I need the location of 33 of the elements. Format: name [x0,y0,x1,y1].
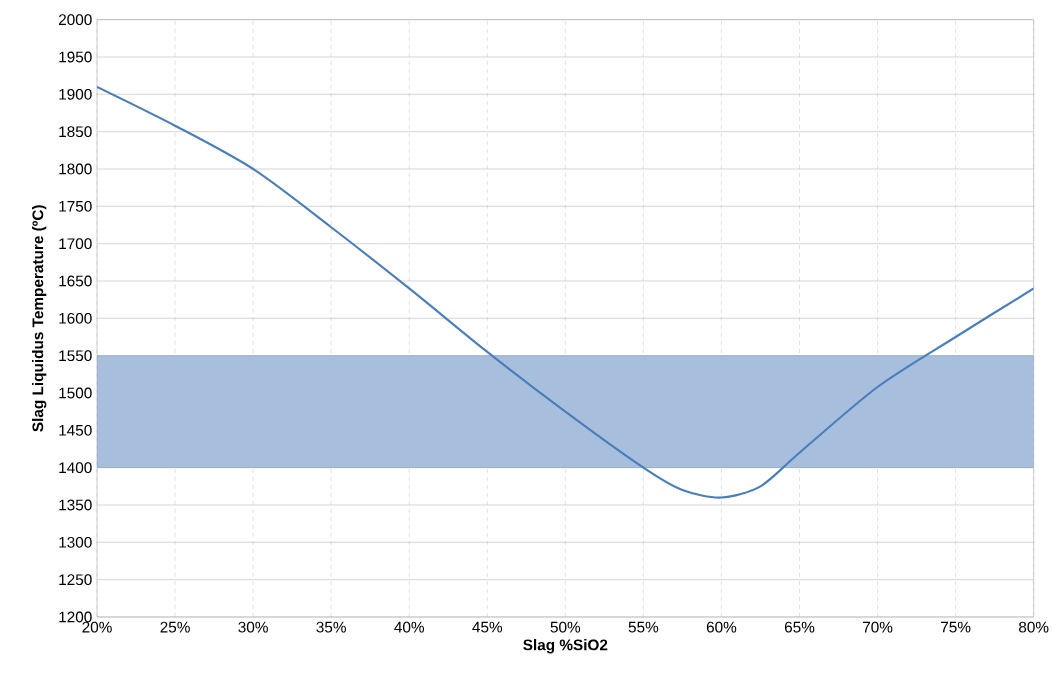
x-tick-label: 60% [706,621,737,633]
x-tick-label: 65% [784,621,815,633]
y-tick-label: 1250 [59,574,92,586]
x-tick-label: 50% [550,621,581,633]
x-tick-label: 25% [160,621,190,633]
y-tick-label: 1650 [59,275,92,287]
y-tick-label: 1800 [59,163,92,175]
y-tick-label: 1350 [59,499,92,511]
x-tick-label: 55% [628,621,659,633]
x-tick-label: 70% [863,621,893,633]
x-tick-label: 80% [1018,621,1049,633]
x-tick-label: 45% [472,621,503,633]
y-tick-label: 1700 [59,238,92,250]
y-tick-label: 1550 [59,350,92,362]
x-tick-label: 35% [316,621,346,633]
y-tick-label: 1400 [59,462,92,474]
x-axis-title: Slag %SiO2 [523,639,608,654]
y-axis-title: Slag Liquidus Temperature (ºC) [32,205,47,432]
y-tick-label: 1850 [59,126,92,138]
y-tick-label: 1600 [59,312,92,324]
y-tick-label: 1500 [59,387,92,399]
y-tick-label: 1300 [59,536,92,548]
y-tick-label: 1750 [59,200,92,212]
y-tick-label: 1900 [59,88,92,100]
x-tick-label: 30% [238,621,268,633]
x-tick-label: 40% [394,621,425,633]
y-tick-label: 2000 [58,14,92,26]
line-series [97,85,1034,499]
y-tick-label: 1950 [59,51,92,63]
x-tick-label: 75% [941,621,971,633]
y-tick-label: 1450 [59,424,92,436]
x-tick-label: 20% [82,621,112,633]
y-tick-label: 1200 [59,611,92,623]
